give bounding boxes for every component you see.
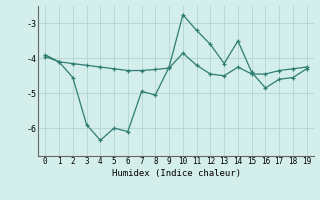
X-axis label: Humidex (Indice chaleur): Humidex (Indice chaleur) [111,169,241,178]
